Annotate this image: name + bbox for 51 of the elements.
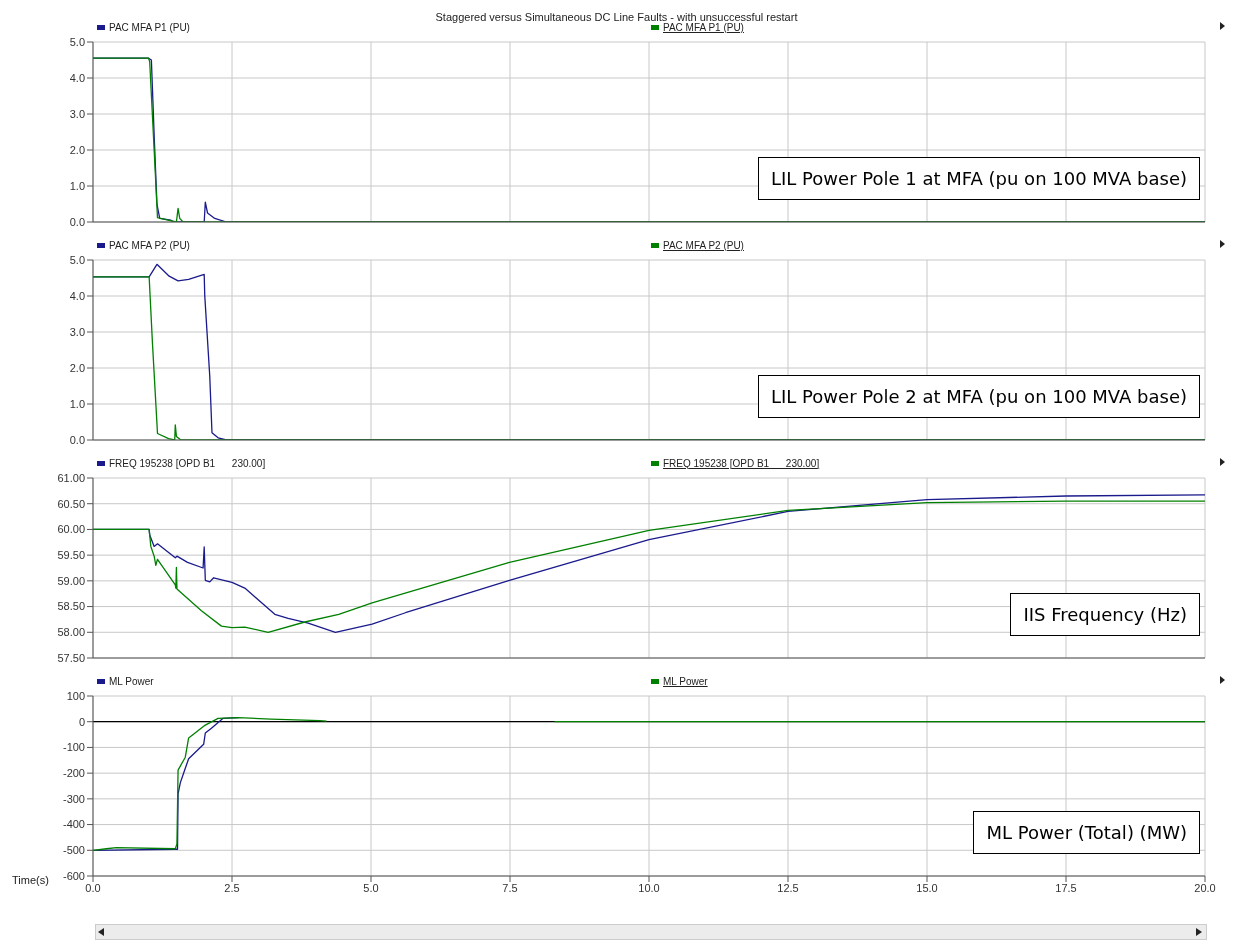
y-tick-label: 60.00 [57,523,85,536]
y-tick-label: 4.0 [69,71,85,84]
legend-label: ML Power [663,675,708,687]
y-tick-label: 59.00 [57,574,85,587]
y-tick-label: 100 [66,689,85,702]
annotation: LIL Power Pole 2 at MFA (pu on 100 MVA base) [758,375,1200,418]
x-tick-label: 17.5 [1055,881,1077,894]
chart-title: Staggered versus Simultaneous DC Line Faults - with unsuccessful restart [434,11,799,23]
y-tick-label: -600 [62,869,85,882]
x-tick-label: 2.5 [224,881,240,894]
x-tick-label: 20.0 [1194,881,1216,894]
y-tick-label: 1.0 [69,397,85,410]
y-tick-label: -100 [62,741,85,754]
y-tick-label: 3.0 [69,107,85,120]
y-tick-label: -300 [62,792,85,805]
x-tick-label: 15.0 [916,881,938,894]
y-tick-label: 60.50 [57,497,85,510]
annotation: ML Power (Total) (MW) [973,811,1200,854]
y-tick-label: 0.0 [69,215,85,228]
x-tick-label: 12.5 [777,881,799,894]
x-tick-label: 0.0 [85,881,101,894]
y-tick-label: 5.0 [69,35,85,48]
legend-label: ML Power [109,675,154,687]
x-tick-label: 10.0 [638,881,660,894]
y-tick-label: 2.0 [69,361,85,374]
x-axis-title: Time(s) [12,874,49,886]
x-tick-label: 5.0 [363,881,379,894]
y-tick-label: -200 [62,767,85,780]
y-tick-label: 5.0 [69,253,85,266]
y-tick-label: 3.0 [69,325,85,338]
y-tick-label: 61.00 [57,471,85,484]
legend-label: FREQ 195238 [OPD B1 230.00] [109,457,266,469]
legend-label: FREQ 195238 [OPD B1 230.00] [663,457,820,469]
legend-label: PAC MFA P2 (PU) [109,239,190,251]
y-tick-label: 0.0 [69,433,85,446]
legend-label: PAC MFA P1 (PU) [109,21,190,33]
y-tick-label: 4.0 [69,289,85,302]
y-tick-label: -400 [62,818,85,831]
y-tick-label: 58.00 [57,626,85,639]
legend-label: PAC MFA P2 (PU) [663,239,744,251]
annotation: IIS Frequency (Hz) [1010,593,1200,636]
y-tick-label: -500 [62,844,85,857]
y-tick-label: 0 [78,715,85,728]
y-tick-label: 57.50 [57,651,85,664]
y-tick-label: 58.50 [57,600,85,613]
x-tick-label: 7.5 [502,881,518,894]
legend-label: PAC MFA P1 (PU) [663,21,744,33]
y-tick-label: 59.50 [57,549,85,562]
y-tick-label: 2.0 [69,143,85,156]
y-tick-label: 1.0 [69,179,85,192]
annotation: LIL Power Pole 1 at MFA (pu on 100 MVA base) [758,157,1200,200]
